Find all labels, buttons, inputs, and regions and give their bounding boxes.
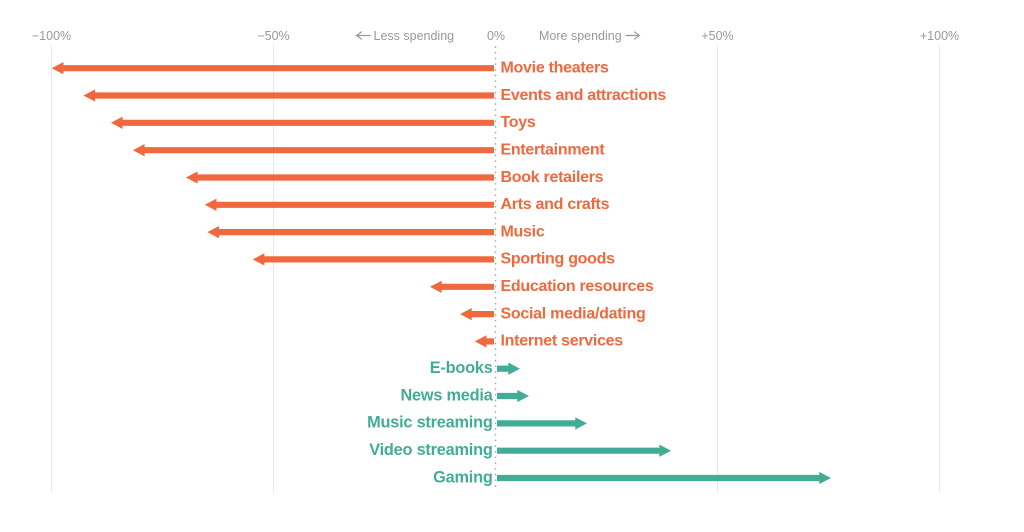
svg-text:Toys: Toys bbox=[501, 114, 536, 131]
svg-text:−50%: −50% bbox=[257, 29, 289, 43]
svg-text:Entertainment: Entertainment bbox=[501, 142, 606, 159]
svg-text:Arts and crafts: Arts and crafts bbox=[501, 196, 610, 213]
svg-text:Internet services: Internet services bbox=[501, 333, 624, 350]
svg-text:Education resources: Education resources bbox=[501, 278, 654, 295]
svg-text:−100%: −100% bbox=[32, 29, 71, 43]
svg-text:Social media/dating: Social media/dating bbox=[501, 305, 646, 322]
svg-text:Events and attractions: Events and attractions bbox=[501, 87, 667, 104]
svg-text:Gaming: Gaming bbox=[433, 468, 492, 486]
svg-text:+50%: +50% bbox=[701, 29, 733, 43]
svg-text:News media: News media bbox=[400, 386, 493, 404]
svg-text:Sporting goods: Sporting goods bbox=[501, 251, 616, 268]
svg-text:Music streaming: Music streaming bbox=[367, 414, 492, 432]
svg-text:Book retailers: Book retailers bbox=[501, 169, 604, 186]
svg-text:More spending: More spending bbox=[539, 29, 622, 43]
svg-text:+100%: +100% bbox=[920, 29, 959, 43]
svg-text:0%: 0% bbox=[487, 29, 505, 43]
svg-text:Video streaming: Video streaming bbox=[369, 441, 492, 459]
svg-text:E-books: E-books bbox=[430, 359, 493, 377]
svg-text:Music: Music bbox=[501, 223, 545, 240]
svg-text:Less spending: Less spending bbox=[374, 29, 455, 43]
svg-text:Movie theaters: Movie theaters bbox=[501, 60, 610, 77]
